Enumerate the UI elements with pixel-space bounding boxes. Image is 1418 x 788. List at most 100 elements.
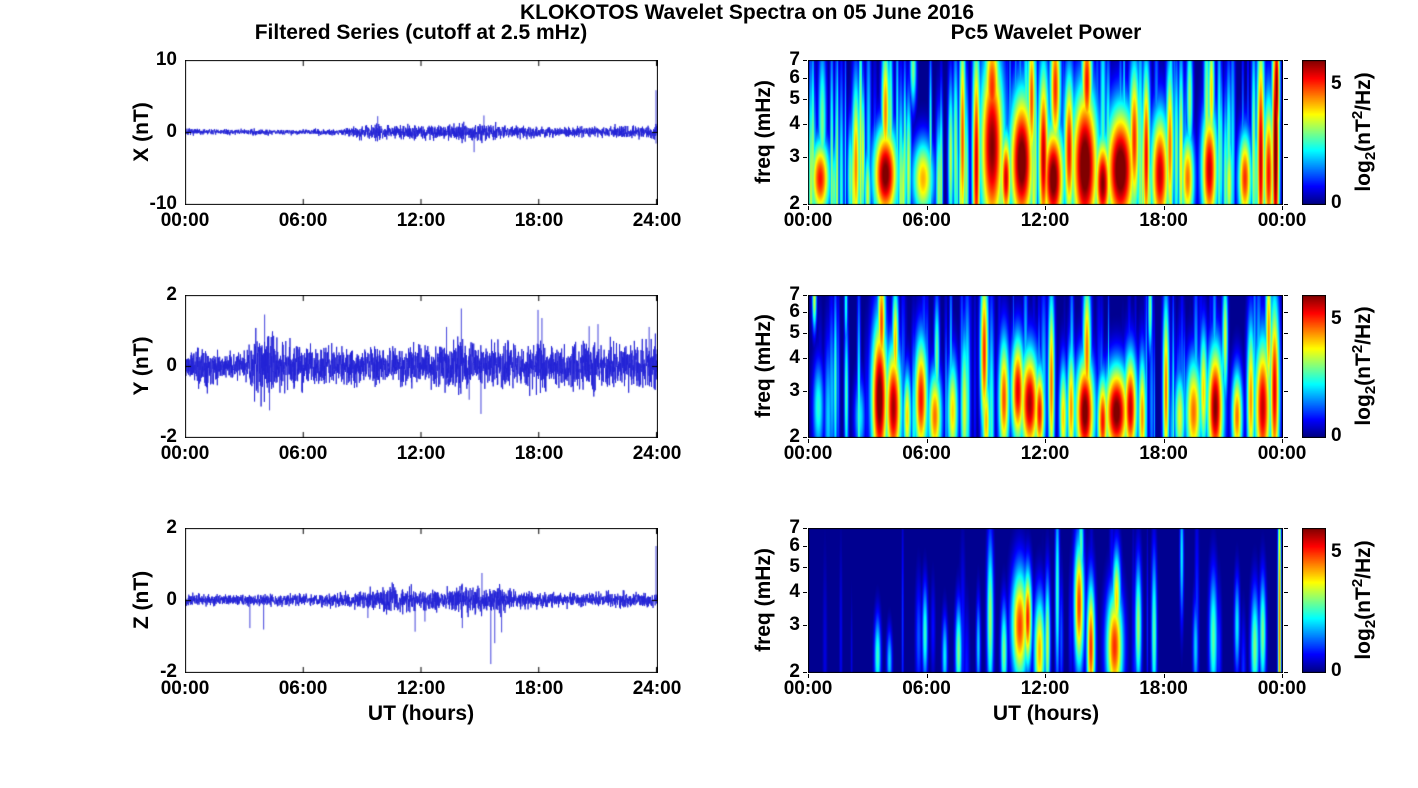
freq-tick-label: 6 xyxy=(789,534,800,556)
freq-tick-label: 3 xyxy=(789,614,800,636)
x-tick-label: 12:00 xyxy=(396,678,446,699)
freq-tick-mark xyxy=(1284,312,1288,314)
colorbar-label: log2(nT2/Hz) xyxy=(1348,72,1380,192)
left-column-title: Filtered Series (cutoff at 2.5 mHz) xyxy=(254,21,588,44)
x-tick-label: 12:00 xyxy=(1020,678,1070,699)
colorbar-tick-5: 5 xyxy=(1331,308,1342,329)
colorbar-tick-5: 5 xyxy=(1331,73,1342,94)
freq-tick-label: 5 xyxy=(789,555,800,577)
y-series-plot xyxy=(185,295,658,438)
colorbar-tick-0: 0 xyxy=(1331,192,1342,213)
time-tick-mark xyxy=(1045,439,1046,443)
z-series-ylabel: Z (nT) xyxy=(130,570,153,630)
x-wavelet-ylabel: freq (mHz) xyxy=(752,80,775,184)
x-tick-label: 12:00 xyxy=(396,210,446,231)
x-tick-label: 00:00 xyxy=(783,210,833,231)
freq-tick-mark xyxy=(1284,157,1288,159)
x-tick-label: 00:00 xyxy=(160,210,210,231)
z-series-plot xyxy=(185,528,658,673)
freq-tick-label: 2 xyxy=(789,426,800,447)
x-tick-label: 18:00 xyxy=(1139,443,1188,464)
freq-tick-mark xyxy=(803,528,807,529)
x-tick-label: 06:00 xyxy=(278,210,328,231)
y-tick-label: 10 xyxy=(155,49,177,70)
colorbar xyxy=(1302,528,1326,673)
x-tick-label: 18:00 xyxy=(514,678,564,699)
freq-tick-mark xyxy=(803,358,807,360)
y-tick-label: -2 xyxy=(160,661,177,682)
freq-tick-mark xyxy=(1284,391,1288,393)
y-tick-label: 0 xyxy=(166,589,177,610)
time-tick-mark xyxy=(1045,674,1046,678)
x-tick-label: 18:00 xyxy=(514,443,564,464)
x-tick-label: 00:00 xyxy=(783,443,833,464)
x-tick-label: 24:00 xyxy=(632,210,682,231)
freq-tick-mark xyxy=(803,204,807,205)
x-tick-label: 18:00 xyxy=(1139,210,1188,231)
freq-tick-label: 3 xyxy=(789,380,800,402)
y-tick-label: 0 xyxy=(166,355,177,376)
freq-tick-mark xyxy=(1284,625,1288,627)
figure-title: KLOKOTOS Wavelet Spectra on 05 June 2016 xyxy=(520,1,974,24)
time-tick-mark xyxy=(1282,674,1283,678)
x-tick-label: 06:00 xyxy=(902,443,951,464)
colorbar-label: log2(nT2/Hz) xyxy=(1348,540,1380,660)
freq-tick-mark xyxy=(1284,437,1288,438)
time-tick-mark xyxy=(1282,206,1283,210)
x-tick-label: 06:00 xyxy=(902,678,951,699)
freq-tick-label: 6 xyxy=(789,301,800,323)
time-tick-mark xyxy=(926,674,928,678)
x-tick-label: 06:00 xyxy=(902,210,951,231)
freq-tick-label: 7 xyxy=(789,517,800,538)
x-wavelet-plot xyxy=(808,60,1283,205)
freq-tick-label: 4 xyxy=(789,347,800,369)
z-wavelet-ylabel: freq (mHz) xyxy=(752,548,775,652)
colorbar xyxy=(1302,60,1326,205)
freq-tick-mark xyxy=(1284,60,1288,61)
left-xaxis-label: UT (hours) xyxy=(367,702,475,725)
freq-tick-mark xyxy=(803,157,807,159)
freq-tick-label: 7 xyxy=(789,284,800,305)
y-wavelet-plot xyxy=(808,295,1283,438)
x-series-ylabel: X (nT) xyxy=(130,102,153,162)
time-tick-mark xyxy=(1163,439,1165,443)
freq-tick-mark xyxy=(1284,566,1288,568)
x-tick-label: 00:00 xyxy=(1257,210,1307,231)
freq-tick-label: 5 xyxy=(789,87,800,109)
colorbar-tick-0: 0 xyxy=(1331,660,1342,681)
freq-tick-mark xyxy=(1284,295,1288,296)
right-column-title: Pc5 Wavelet Power xyxy=(950,21,1142,44)
x-tick-label: 06:00 xyxy=(278,443,328,464)
freq-tick-mark xyxy=(803,60,807,61)
x-tick-label: 12:00 xyxy=(1020,443,1070,464)
time-tick-mark xyxy=(1163,674,1165,678)
y-tick-label: 2 xyxy=(166,517,177,538)
x-tick-label: 00:00 xyxy=(1257,678,1307,699)
colorbar-tick-5: 5 xyxy=(1331,541,1342,562)
freq-tick-mark xyxy=(1284,358,1288,360)
freq-tick-label: 5 xyxy=(789,322,800,344)
y-tick-label: 0 xyxy=(166,121,177,142)
freq-tick-mark xyxy=(1284,98,1288,100)
x-tick-label: 00:00 xyxy=(1257,443,1307,464)
freq-tick-mark xyxy=(803,295,807,296)
freq-tick-label: 2 xyxy=(789,661,800,682)
freq-tick-mark xyxy=(803,672,807,673)
time-tick-mark xyxy=(926,439,928,443)
freq-tick-mark xyxy=(803,625,807,627)
x-tick-label: 00:00 xyxy=(783,678,833,699)
freq-tick-mark xyxy=(1284,528,1288,529)
x-tick-label: 12:00 xyxy=(396,443,446,464)
freq-tick-label: 7 xyxy=(789,49,800,70)
time-tick-mark xyxy=(1282,439,1283,443)
y-wavelet-ylabel: freq (mHz) xyxy=(752,314,775,418)
x-tick-label: 18:00 xyxy=(1139,678,1188,699)
x-tick-label: 24:00 xyxy=(632,443,682,464)
freq-tick-mark xyxy=(803,437,807,438)
y-tick-label: -2 xyxy=(160,426,177,447)
freq-tick-mark xyxy=(1284,545,1288,547)
freq-tick-mark xyxy=(803,592,807,594)
colorbar xyxy=(1302,295,1326,438)
freq-tick-mark xyxy=(803,77,807,79)
